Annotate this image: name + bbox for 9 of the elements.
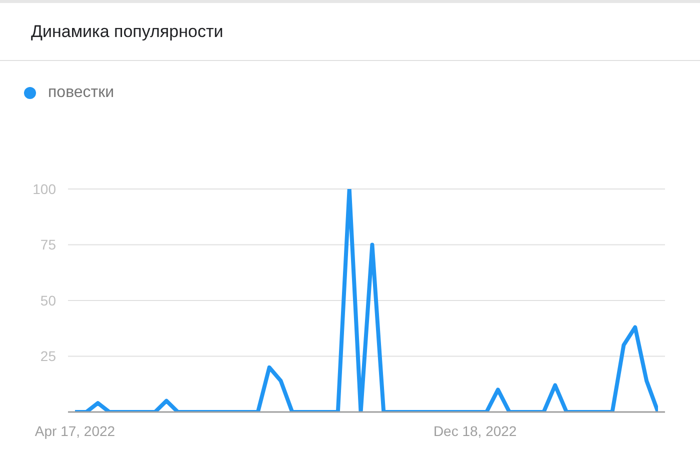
x-tick-label: Dec 18, 2022 [433,422,517,439]
y-tick-label: 25 [40,348,56,364]
x-tick-label: Apr 17, 2022 [34,422,116,439]
y-tick-label: 50 [40,292,56,308]
y-tick-label: 75 [40,236,56,253]
chart-title: Динамика популярности [0,3,700,61]
legend-label: повестки [48,84,114,101]
line-series [75,189,658,412]
y-tick-label: 100 [32,180,56,197]
